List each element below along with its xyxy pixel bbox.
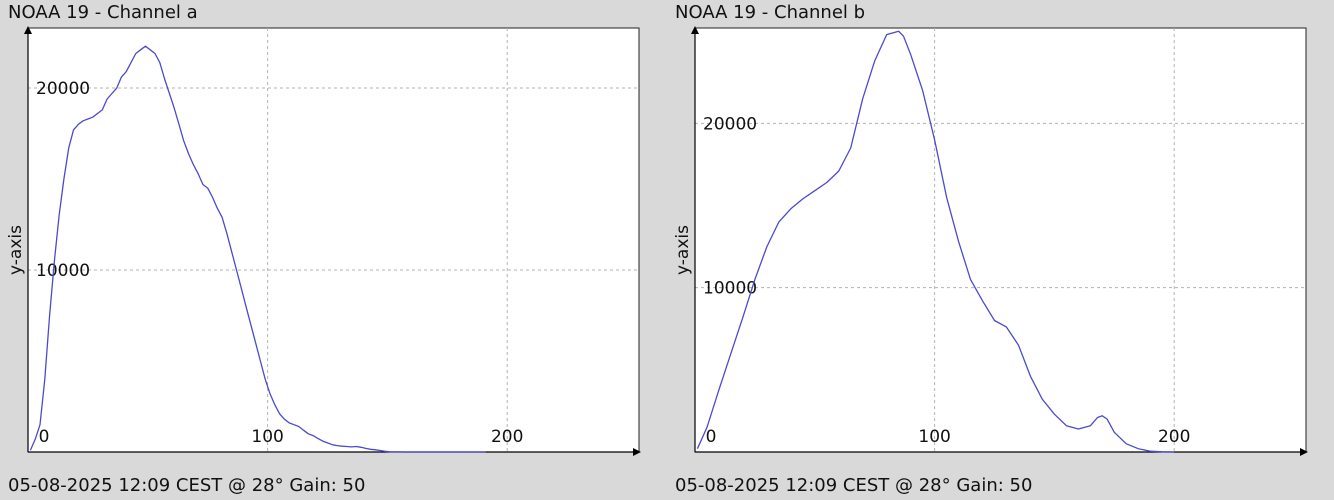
chart-footer: 05-08-2025 12:09 CEST @ 28° Gain: 50 (675, 475, 1033, 496)
y-tick-label: 20000 (703, 114, 757, 134)
x-tick-label: 200 (1158, 427, 1190, 447)
series-line (29, 45, 486, 453)
y-axis-label: y-axis (673, 225, 693, 275)
plot-area (27, 27, 640, 453)
y-tick-label: 10000 (703, 279, 757, 299)
chart-b-svg: 0 100 200 10000 20000 y-axis (673, 26, 1308, 456)
chart-panel-a: NOAA 19 - Channel a 0 100 200 10000 20000 y-a… (6, 2, 641, 496)
chart-title: NOAA 19 - Channel b (675, 2, 866, 23)
plot-area (694, 27, 1307, 453)
y-axis-arrow (691, 26, 699, 34)
y-axis-arrow (24, 26, 32, 34)
x-tick-label: 100 (918, 427, 950, 447)
chart-panel-b: NOAA 19 - Channel b 0 100 200 10000 20000 y-a… (667, 0, 1334, 500)
y-tick-label: 10000 (36, 261, 90, 281)
x-axis-arrow (1300, 448, 1308, 456)
x-axis-arrow (633, 448, 641, 456)
series-line (696, 30, 1175, 453)
x-tick-label: 0 (39, 427, 50, 447)
x-tick-label: 200 (491, 427, 523, 447)
x-tick-label: 0 (706, 427, 717, 447)
chart-a-svg: 0 100 200 10000 20000 y-axis (6, 26, 641, 456)
chart-footer: 05-08-2025 12:09 CEST @ 28° Gain: 50 (8, 475, 366, 496)
y-axis-label: y-axis (6, 225, 26, 275)
x-tick-label: 100 (251, 427, 283, 447)
y-tick-label: 20000 (36, 79, 90, 99)
chart-title: NOAA 19 - Channel a (8, 2, 198, 23)
